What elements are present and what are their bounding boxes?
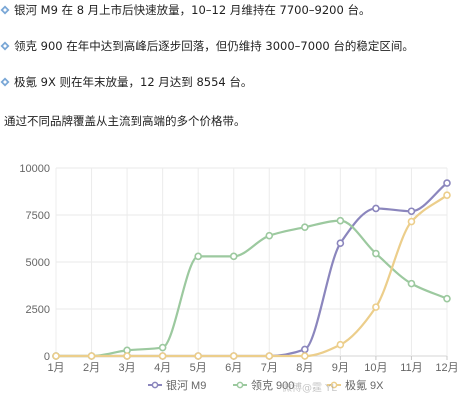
x-tick-label: 10月 [364,362,387,374]
x-tick-label: 4月 [154,362,171,374]
x-tick-label: 11月 [400,362,422,374]
y-tick-label: 0 [44,351,50,363]
x-tick-label: 1月 [47,362,64,374]
x-tick-label: 6月 [225,362,242,374]
data-point [158,352,167,360]
x-tick-label: 2月 [83,362,100,374]
y-tick-label: 7500 [26,210,50,222]
data-point [407,207,416,216]
intro-point-text: 领克 900 在年中达到高峰后逐步回落，但仍维持 3000–7000 台的稳定区… [14,39,414,53]
data-point [336,340,345,349]
legend-swatch-marker [330,381,338,389]
series-line [56,182,448,358]
data-point [443,294,451,303]
data-point [229,352,238,360]
data-point [52,352,60,360]
data-point [123,352,131,360]
data-point [407,279,416,288]
data-point [443,191,451,199]
x-tick-label: 12月 [435,362,458,374]
bullet-diamond-icon [0,5,10,15]
x-tick-label: 3月 [119,362,136,374]
data-point [265,352,274,360]
legend-label: 银河 M9 [166,378,206,392]
y-tick-label: 2500 [26,304,50,316]
y-tick-label: 10000 [19,163,50,175]
intro-point-text: 极氪 9X 则在年末放量，12 月达到 8554 台。 [14,75,253,89]
data-point [372,204,380,213]
sales-line-chart: 0 2500 5000 7500 10000 1月 2月 3月 4月 5月 6月 7月 8月 9月 10月 1… [19,163,458,392]
summary-text: 通过不同品牌覆盖从主流到高端的多个价格带。 [4,114,246,128]
bullet-diamond-icon [0,41,10,51]
series-line [56,194,448,358]
intro-point-lynk-900: 领克 900 在年中达到高峰后逐步回落，但仍维持 3000–7000 台的稳定区… [0,38,465,54]
data-point [372,303,380,311]
data-point [265,231,274,240]
data-point [194,252,202,261]
intro-point-galaxy-m9: 银河 M9 在 8 月上市后快速放量，10–12 月维持在 7700–9200 … [0,2,465,18]
legend-swatch-marker [236,381,244,389]
x-tick-label: 8月 [296,362,313,374]
data-point [407,217,416,226]
intro-point-text: 银河 M9 在 8 月上市后快速放量，10–12 月维持在 7700–9200 … [14,3,371,17]
x-tick-label: 7月 [261,362,278,374]
legend-label: 极氪 9X [345,378,384,392]
data-point [336,216,345,225]
data-point [158,343,167,352]
series-line [56,219,448,358]
data-point [87,352,96,360]
data-point [229,252,238,261]
legend-label: 领克 900 [251,379,294,392]
data-point [194,352,202,360]
bullet-diamond-icon [0,77,10,87]
data-point [301,345,309,354]
x-tick-label: 5月 [190,362,207,374]
data-point [336,239,345,247]
x-tick-label: 9月 [332,362,349,374]
data-point [443,179,451,187]
intro-point-zeekr-9x: 极氪 9X 则在年末放量，12 月达到 8554 台。 [0,74,465,90]
data-point [372,249,380,258]
data-point [301,223,309,232]
data-point [301,352,309,360]
legend-swatch-marker [151,381,159,389]
y-tick-label: 5000 [26,257,50,269]
